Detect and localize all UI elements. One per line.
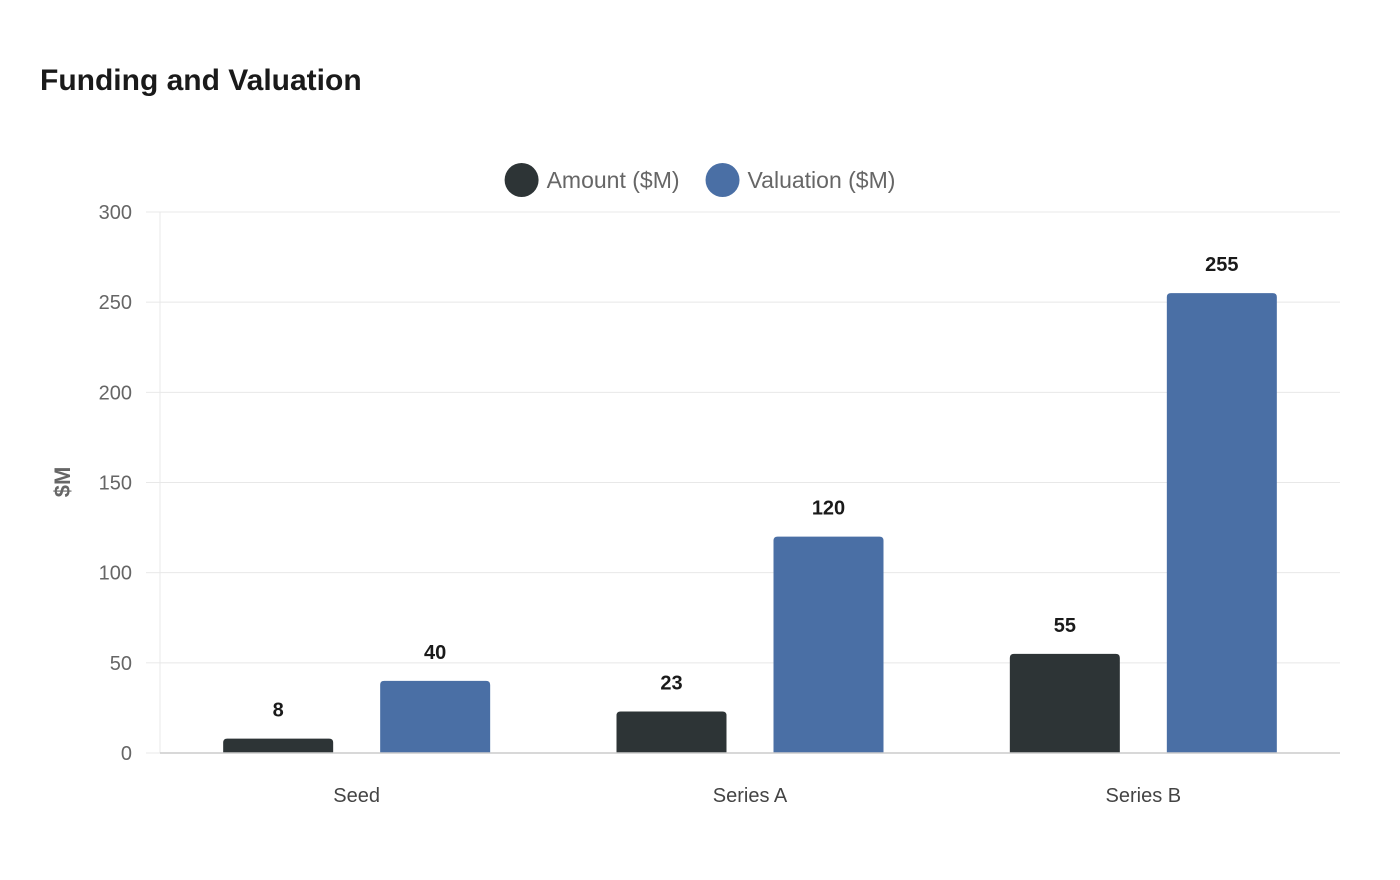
- x-tick-label: Seed: [333, 785, 380, 807]
- bar-seed-series-0: [223, 738, 334, 753]
- data-label: 55: [1054, 615, 1076, 637]
- x-axis: Seed Series A Series B: [160, 752, 1340, 807]
- y-axis-label: $M: [50, 467, 75, 498]
- y-tick-label: 300: [99, 202, 132, 224]
- y-tick-label: 100: [99, 563, 132, 585]
- value-labels: 8 40 23 120 55 255: [273, 254, 1239, 721]
- legend: Amount ($M) Valuation ($M): [504, 163, 896, 197]
- y-tick-label: 0: [121, 743, 132, 765]
- legend-item[interactable]: Amount ($M): [504, 163, 680, 197]
- bar-series-a-series-0: [616, 711, 727, 753]
- y-tick-label: 250: [99, 292, 132, 314]
- x-tick-label: Series B: [1106, 785, 1182, 807]
- bar-series-b-series-0: [1009, 653, 1120, 753]
- data-label: 120: [812, 498, 845, 520]
- y-tick-label: 50: [110, 653, 132, 675]
- data-label: 40: [424, 642, 446, 664]
- bar-seed-series-1: [380, 680, 491, 753]
- y-tick-label: 150: [99, 473, 132, 495]
- bar-series-a-series-1: [773, 536, 884, 753]
- data-label: 23: [660, 673, 682, 695]
- data-label: 8: [273, 700, 284, 722]
- data-label: 255: [1205, 254, 1238, 276]
- x-tick-label: Series A: [713, 785, 788, 807]
- grid-lines: [160, 211, 1340, 664]
- legend-swatch: [504, 163, 539, 197]
- y-tick-label: 200: [99, 382, 132, 404]
- chart-title: Funding and Valuation: [40, 64, 362, 97]
- bar-series-b-series-1: [1166, 293, 1277, 753]
- legend-item[interactable]: Valuation ($M): [705, 163, 896, 197]
- legend-label: Amount ($M): [547, 167, 680, 193]
- bars: [223, 293, 1277, 753]
- legend-label: Valuation ($M): [748, 167, 896, 193]
- legend-swatch: [705, 163, 740, 197]
- y-axis: 0 50 100 150 200 250 300: [99, 202, 161, 765]
